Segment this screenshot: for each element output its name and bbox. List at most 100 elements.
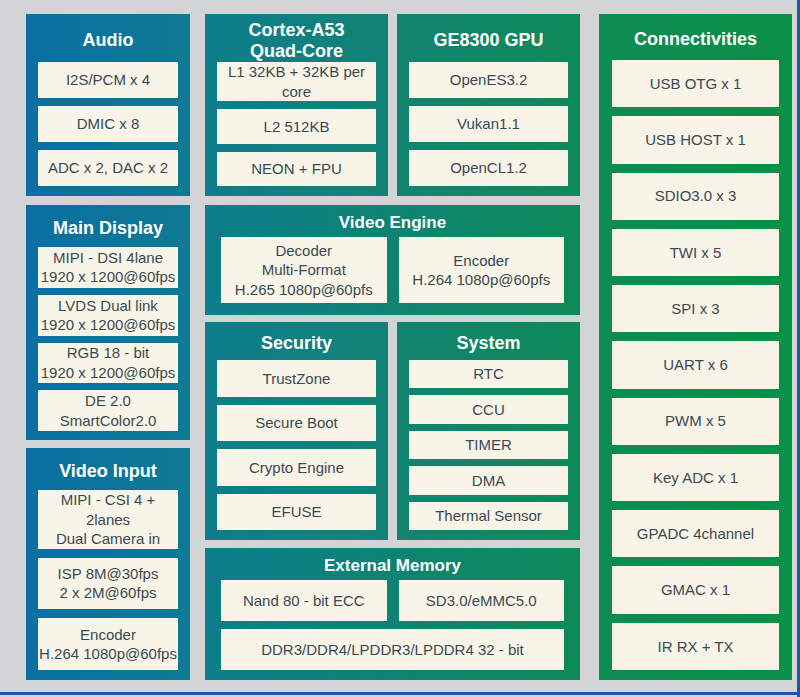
spec-line: NEON + FPU (251, 159, 341, 179)
spec-line: SmartColor2.0 (60, 411, 157, 431)
spec-line: Multi-Format (262, 260, 346, 280)
spec-box: Encoder H.264 1080p@60pfs (399, 237, 565, 303)
panel-main-display-title: Main Display (38, 211, 178, 247)
panel-main-display-boxes: MIPI - DSI 4lane 1920 x 1200@60fps LVDS … (38, 247, 178, 431)
panel-audio: Audio I2S/PCM x 4 DMIC x 8 ADC x 2, DAC … (26, 14, 190, 196)
panel-video-input-title: Video Input (38, 454, 178, 490)
spec-line: Secure Boot (255, 413, 338, 433)
panel-video-input-boxes: MIPI - CSI 4 + 2lanes Dual Camera in ISP… (38, 490, 178, 670)
spec-line: RGB 18 - bit (67, 343, 150, 363)
spec-box: USB HOST x 1 (612, 116, 779, 163)
spec-box: TWI x 5 (612, 229, 779, 276)
title-line: Cortex-A53 (217, 20, 376, 41)
spec-line: RTC (473, 364, 504, 384)
spec-line: TWI x 5 (670, 243, 722, 263)
panel-main-display: Main Display MIPI - DSI 4lane 1920 x 120… (26, 205, 190, 440)
spec-box: SPI x 3 (612, 285, 779, 332)
spec-box: DDR3/DDR4/LPDDR3/LPDDR4 32 - bit (221, 629, 564, 670)
spec-box: OpenES3.2 (409, 62, 568, 98)
spec-box: CCU (409, 395, 568, 423)
spec-box: Decoder Multi-Format H.265 1080p@60pfs (221, 237, 387, 303)
panel-security-title: Security (217, 328, 376, 360)
panel-video-input: Video Input MIPI - CSI 4 + 2lanes Dual C… (26, 448, 190, 680)
soc-block-diagram: Audio I2S/PCM x 4 DMIC x 8 ADC x 2, DAC … (0, 0, 800, 697)
spec-box: MIPI - DSI 4lane 1920 x 1200@60fps (38, 247, 178, 288)
spec-box: ISP 8M@30fps 2 x 2M@60fps (38, 558, 178, 610)
spec-line: TrustZone (263, 369, 331, 389)
spec-line: 1920 x 1200@60fps (41, 363, 176, 383)
title-line: Quad-Core (217, 41, 376, 62)
spec-box: Encoder H.264 1080p@60fps (38, 618, 178, 670)
spec-line: I2S/PCM x 4 (66, 70, 150, 90)
spec-box: TrustZone (217, 360, 376, 397)
panel-video-engine: Video Engine Decoder Multi-Format H.265 … (205, 205, 580, 315)
spec-line: OpenCL1.2 (450, 158, 527, 178)
panel-video-engine-boxes: Decoder Multi-Format H.265 1080p@60pfs E… (221, 237, 564, 303)
panel-cortex-a53-boxes: L1 32KB + 32KB per core L2 512KB NEON + … (217, 62, 376, 186)
spec-box: L1 32KB + 32KB per core (217, 62, 376, 101)
panel-connectivities: Connectivities USB OTG x 1 USB HOST x 1 … (599, 14, 792, 680)
spec-line: CCU (472, 400, 505, 420)
spec-line: PWM x 5 (665, 411, 726, 431)
spec-line: Encoder (453, 251, 509, 271)
spec-line: Key ADC x 1 (653, 468, 738, 488)
spec-box: OpenCL1.2 (409, 150, 568, 186)
spec-line: SD3.0/eMMC5.0 (426, 591, 537, 611)
spec-box: SD3.0/eMMC5.0 (399, 580, 565, 621)
spec-box: NEON + FPU (217, 152, 376, 187)
spec-box: I2S/PCM x 4 (38, 62, 178, 98)
spec-line: Vukan1.1 (457, 114, 520, 134)
spec-line: GMAC x 1 (661, 580, 730, 600)
spec-line: IR RX + TX (658, 637, 734, 657)
spec-line: Thermal Sensor (435, 506, 542, 526)
panel-audio-title: Audio (38, 20, 178, 62)
spec-line: DMA (472, 471, 505, 491)
spec-line: 1920 x 1200@60fps (41, 267, 176, 287)
spec-line: UART x 6 (663, 355, 727, 375)
spec-line: H.264 1080p@60fps (39, 644, 177, 664)
spec-box: GPADC 4channel (612, 510, 779, 557)
panel-external-memory-title: External Memory (221, 552, 564, 580)
spec-line: H.265 1080p@60pfs (235, 280, 373, 300)
panel-system-boxes: RTC CCU TIMER DMA Thermal Sensor (409, 360, 568, 530)
spec-box: PWM x 5 (612, 398, 779, 445)
spec-box: GMAC x 1 (612, 566, 779, 613)
panel-connectivities-boxes: USB OTG x 1 USB HOST x 1 SDIO3.0 x 3 TWI… (612, 60, 779, 670)
spec-line: USB HOST x 1 (645, 130, 746, 150)
spec-box: DE 2.0 SmartColor2.0 (38, 390, 178, 431)
spec-line: L2 512KB (264, 117, 330, 137)
spec-box: USB OTG x 1 (612, 60, 779, 107)
spec-line: MIPI - CSI 4 + 2lanes (38, 490, 178, 529)
spec-box: RTC (409, 360, 568, 388)
spec-box: TIMER (409, 431, 568, 459)
spec-line: LVDS Dual link (58, 296, 158, 316)
spec-line: DDR3/DDR4/LPDDR3/LPDDR4 32 - bit (261, 640, 524, 660)
spec-line: L1 32KB + 32KB per core (217, 62, 376, 101)
spec-box: Key ADC x 1 (612, 454, 779, 501)
spec-line: DE 2.0 (85, 391, 131, 411)
panel-audio-boxes: I2S/PCM x 4 DMIC x 8 ADC x 2, DAC x 2 (38, 62, 178, 186)
spec-box: Nand 80 - bit ECC (221, 580, 387, 621)
spec-box: Vukan1.1 (409, 106, 568, 142)
panel-connectivities-title: Connectivities (612, 20, 779, 60)
panel-video-engine-title: Video Engine (221, 209, 564, 237)
spec-line: OpenES3.2 (450, 70, 528, 90)
spec-box: MIPI - CSI 4 + 2lanes Dual Camera in (38, 490, 178, 549)
panel-security-boxes: TrustZone Secure Boot Crypto Engine EFUS… (217, 360, 376, 530)
spec-box: L2 512KB (217, 109, 376, 144)
spec-line: MIPI - DSI 4lane (53, 248, 163, 268)
spec-box: LVDS Dual link 1920 x 1200@60fps (38, 295, 178, 336)
panel-gpu: GE8300 GPU OpenES3.2 Vukan1.1 OpenCL1.2 (397, 14, 580, 196)
spec-line: Encoder (80, 625, 136, 645)
spec-line: 1920 x 1200@60fps (41, 315, 176, 335)
panel-system: System RTC CCU TIMER DMA Thermal Sensor (397, 322, 580, 540)
panel-cortex-a53-title: Cortex-A53 Quad-Core (217, 20, 376, 62)
spec-box: Secure Boot (217, 405, 376, 442)
spec-box: IR RX + TX (612, 623, 779, 670)
panel-gpu-title: GE8300 GPU (409, 20, 568, 62)
spec-line: H.264 1080p@60pfs (412, 270, 550, 290)
spec-line: DMIC x 8 (77, 114, 140, 134)
panel-external-memory: External Memory Nand 80 - bit ECC SD3.0/… (205, 548, 580, 680)
panel-gpu-boxes: OpenES3.2 Vukan1.1 OpenCL1.2 (409, 62, 568, 186)
frame-border-bottom (0, 692, 800, 695)
